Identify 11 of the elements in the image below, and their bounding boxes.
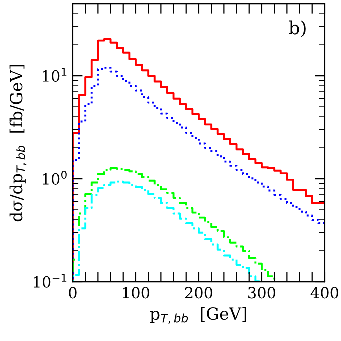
annotation: b) — [289, 20, 306, 38]
x-axis-title: p$_{T,bb}$ [GeV] — [150, 307, 246, 324]
x-tick-label: 0 — [69, 287, 77, 299]
y-tick-label: 10$^{0}$ — [43, 170, 67, 185]
x-tick-label: 200 — [185, 287, 213, 299]
x-tick-label: 400 — [310, 287, 339, 299]
x-tick-label: 300 — [248, 287, 276, 299]
y-tick-label: 10$^{−1}$ — [34, 274, 67, 288]
y-tick-label: 10$^{1}$ — [43, 68, 67, 82]
y-axis-title: dσ/dp$_{T,bb}$ [fb/GeV] — [10, 65, 27, 222]
x-tick-label: 100 — [123, 287, 150, 299]
